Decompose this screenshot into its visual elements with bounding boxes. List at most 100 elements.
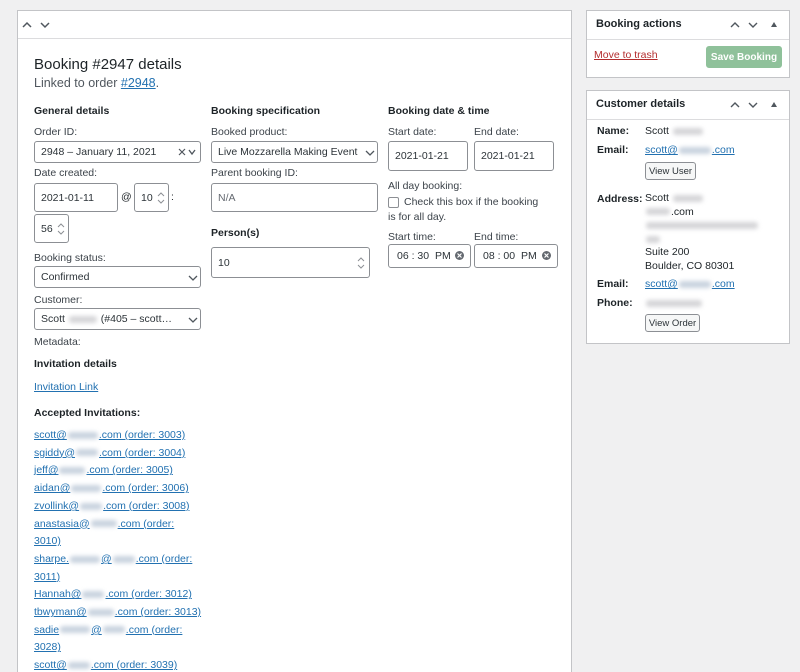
field-label: Email: — [597, 144, 629, 156]
date-input[interactable]: 2021-01-11 — [34, 183, 118, 212]
field-label: Order ID: — [34, 126, 78, 138]
field-label: All day booking: — [388, 180, 463, 192]
section-heading: Booking specification — [211, 105, 321, 117]
panel-header — [18, 11, 571, 39]
end-date-input[interactable]: 2021-01-21 — [474, 141, 554, 171]
field-label: Email: — [597, 278, 629, 290]
invitation-item[interactable]: aidan@ .com (order: 3006) — [34, 480, 202, 498]
all-day-checkbox[interactable] — [388, 197, 399, 208]
at-sign: @ — [121, 191, 132, 203]
input-value: 2021-01-21 — [481, 150, 535, 162]
view-user-button[interactable]: View User — [645, 162, 696, 180]
customer-select[interactable]: Scott (#405 – scott… — [34, 308, 201, 330]
linked-order: Linked to order #2948. — [34, 76, 159, 90]
input-value: 2021-01-21 — [395, 150, 449, 162]
persons-input[interactable]: 10 — [211, 247, 370, 278]
input-value: 08 : 00 PM — [483, 250, 537, 262]
linked-prefix: Linked to order — [34, 76, 118, 90]
section-heading: Invitation details — [34, 358, 117, 370]
customer-name: Scott — [645, 125, 704, 137]
name: Scott — [645, 125, 669, 137]
item-text: sadie — [34, 623, 60, 636]
email-prefix: scott@ — [645, 278, 678, 290]
colon: : — [171, 191, 174, 203]
input-value: 10 — [218, 256, 230, 269]
item-text: zvollink@ — [34, 499, 80, 512]
input-value: 56 — [41, 222, 53, 235]
item-text: .com (order: 3010) — [34, 517, 175, 548]
item-text: sharpe. — [34, 552, 70, 565]
item-text: .com (order: 3008) — [103, 499, 190, 512]
field-label: Name: — [597, 125, 630, 137]
phone — [645, 297, 703, 309]
email-link[interactable]: scott@ .com — [645, 144, 735, 156]
select-value: Confirmed — [41, 271, 90, 283]
address-city: Boulder, CO 80301 — [645, 259, 735, 272]
invitation-item[interactable]: zvollink@ .com (order: 3008) — [34, 498, 202, 516]
hour-input[interactable]: 10 — [134, 183, 169, 212]
customer-rest: (#405 – scott… — [100, 313, 172, 325]
order-link[interactable]: #2948 — [120, 76, 156, 90]
invitation-item[interactable]: sharpe. @ .com (order: 3011) — [34, 551, 202, 586]
email-link[interactable]: scott@ .com — [645, 278, 735, 290]
invitation-link[interactable]: Invitation Link — [34, 381, 99, 393]
trash-link[interactable]: Move to trash — [594, 49, 658, 61]
item-text: tbwyman@ — [34, 606, 87, 619]
item-text: .com (order: 3006) — [102, 482, 189, 495]
field-label: Phone: — [597, 297, 633, 309]
invitation-item[interactable]: scott@ .com (order: 3039) — [34, 657, 202, 672]
section-heading: Booking date & time — [388, 105, 490, 117]
invitation-item[interactable]: Hannah@ .com (order: 3012) — [34, 586, 202, 604]
field-label: Metadata: — [34, 336, 81, 348]
select-value: Live Mozzarella Making Event — [218, 146, 358, 158]
address-suite: Suite 200 — [645, 246, 690, 259]
section-heading: Person(s) — [211, 227, 260, 239]
invitation-item[interactable]: sgiddy@ .com (order: 3004) — [34, 445, 202, 463]
invitation-item[interactable]: tbwyman@ .com (order: 3013) — [34, 604, 202, 622]
field-label: End date: — [474, 126, 519, 138]
placeholder: N/A — [218, 191, 236, 204]
item-text: .com (order: 3005) — [86, 464, 173, 477]
email-suffix: .com — [711, 278, 735, 290]
start-time-input[interactable]: 06 : 30 PM — [388, 244, 471, 268]
checkbox-text: Check this box if the booking is for all… — [388, 196, 539, 223]
status-select[interactable]: Confirmed — [34, 266, 201, 288]
item-text: .com (order: 3028) — [34, 623, 183, 654]
item-text: sgiddy@ — [34, 446, 76, 459]
item-text: .com (order: 3003) — [98, 429, 186, 441]
minute-input[interactable]: 56 — [34, 214, 69, 243]
invitation-item[interactable]: jeff@ .com (order: 3005) — [34, 462, 202, 480]
section-heading: General details — [34, 105, 110, 117]
invitation-list: scott@ .com (order: 3003) sgiddy@ .com (ord… — [34, 427, 202, 672]
start-date-input[interactable]: 2021-01-21 — [388, 141, 468, 171]
item-text: aidan@ — [34, 482, 71, 495]
save-button[interactable]: Save Booking — [706, 46, 782, 68]
item-text: jeff@ — [34, 464, 59, 477]
item-text: .com (order: 3013) — [114, 606, 202, 619]
field-label: Start date: — [388, 126, 437, 138]
end-time-input[interactable]: 08 : 00 PM — [474, 244, 558, 268]
parent-input[interactable]: N/A — [211, 183, 378, 212]
collapse-arrows[interactable] — [22, 20, 52, 30]
invitation-item[interactable]: anastasia@ .com (order: 3010) — [34, 516, 202, 551]
panel-title: Customer details — [596, 98, 686, 110]
panel-controls[interactable] — [730, 21, 780, 29]
field-label: Customer: — [34, 294, 83, 306]
item-text: .com (order: 3004) — [99, 446, 186, 459]
field-label: End time: — [474, 231, 519, 243]
product-select[interactable]: Live Mozzarella Making Event — [211, 141, 378, 163]
section-heading: Accepted Invitations: — [34, 407, 141, 419]
item-text: @ — [101, 552, 112, 565]
item-text: .com (order: 3012) — [105, 588, 192, 601]
input-value: 10 — [141, 191, 153, 204]
order-select[interactable]: 2948 – January 11, 2021 — [34, 141, 201, 163]
invitation-item[interactable]: sadie @ .com (order: 3028) — [34, 622, 202, 657]
view-order-button[interactable]: View Order — [645, 314, 700, 332]
input-value: 06 : 30 PM — [397, 250, 451, 262]
select-value: 2948 – January 11, 2021 — [41, 146, 157, 158]
address-domain: .com — [671, 205, 694, 218]
panel-controls[interactable] — [730, 101, 780, 109]
invitation-item[interactable]: scott@ .com (order: 3003) — [34, 427, 202, 445]
item-text: .com (order: 3039) — [90, 659, 178, 672]
